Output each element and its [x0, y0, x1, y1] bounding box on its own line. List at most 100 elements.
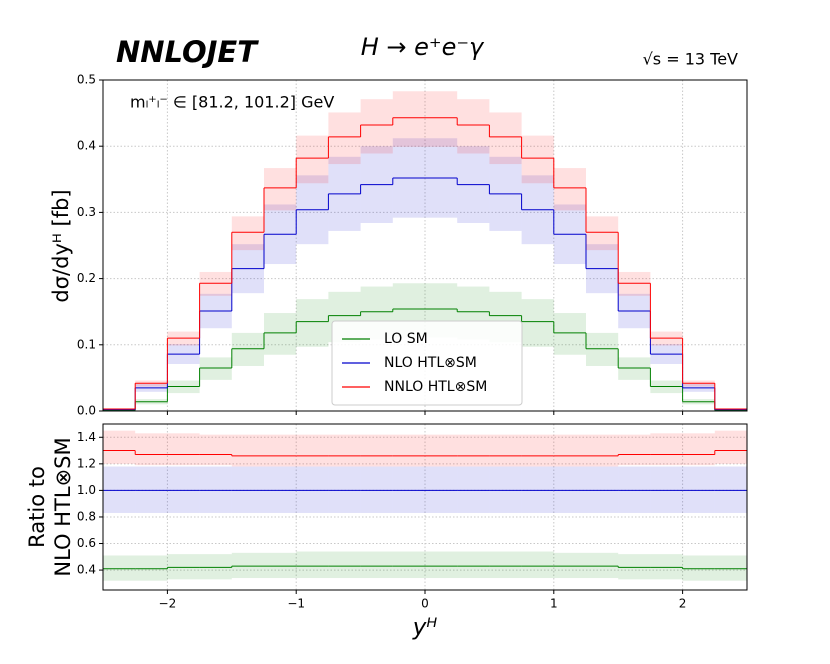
annotation: mₗ⁺ₗ⁻ ∈ [81.2, 101.2] GeV — [130, 93, 334, 112]
uncertainty-band — [714, 466, 747, 513]
y-axis-label: dσ/dyᴴ [fb] — [49, 189, 73, 302]
legend-label: LO SM — [384, 331, 428, 347]
uncertainty-band — [425, 91, 458, 147]
x-tick-label: 1 — [550, 597, 558, 611]
uncertainty-band — [521, 551, 554, 579]
y-tick-label: 0.3 — [77, 205, 96, 219]
uncertainty-band — [425, 551, 458, 579]
uncertainty-band — [521, 434, 554, 467]
x-tick-label: −1 — [287, 597, 305, 611]
uncertainty-band — [135, 466, 168, 513]
y-tick-label: 0.8 — [77, 509, 96, 523]
uncertainty-band — [103, 466, 136, 513]
uncertainty-band — [360, 434, 393, 467]
uncertainty-band — [264, 466, 297, 513]
uncertainty-band — [618, 466, 651, 513]
uncertainty-band — [360, 551, 393, 579]
y-tick-label: 0.6 — [77, 536, 96, 550]
uncertainty-band — [231, 332, 264, 366]
uncertainty-band — [231, 434, 264, 467]
uncertainty-band — [425, 466, 458, 513]
y-tick-label: 1.0 — [77, 483, 96, 497]
uncertainty-band — [489, 551, 522, 579]
uncertainty-band — [553, 466, 586, 513]
uncertainty-band — [586, 332, 619, 366]
uncertainty-band — [586, 466, 619, 513]
chart-subtitle: √s = 13 TeV — [643, 50, 738, 69]
uncertainty-band — [135, 433, 168, 466]
uncertainty-band — [457, 434, 490, 467]
chart-title: H → e⁺e⁻γ — [361, 33, 485, 61]
uncertainty-band — [457, 99, 490, 154]
ratio-y-axis-label: Ratio to — [25, 466, 49, 548]
uncertainty-band — [553, 168, 586, 211]
x-axis-label: yᴴ — [412, 615, 438, 641]
uncertainty-band — [553, 313, 586, 355]
legend-label: NNLO HTL⊗SM — [384, 379, 487, 395]
uncertainty-band — [586, 434, 619, 467]
y-tick-label: 0.5 — [77, 73, 96, 87]
uncertainty-band — [521, 299, 554, 347]
legend-box — [331, 320, 523, 406]
uncertainty-band — [296, 551, 329, 579]
plot-frame — [102, 423, 748, 591]
uncertainty-band — [264, 434, 297, 467]
uncertainty-band — [618, 554, 651, 580]
uncertainty-band — [553, 434, 586, 467]
y-tick-label: 1.4 — [77, 430, 96, 444]
uncertainty-band — [199, 357, 232, 380]
uncertainty-band — [264, 168, 297, 211]
uncertainty-band — [586, 216, 619, 251]
uncertainty-band — [392, 466, 425, 513]
legend-label: NLO HTL⊗SM — [384, 355, 477, 371]
uncertainty-band — [521, 466, 554, 513]
brand: NNLOJET — [116, 35, 259, 69]
x-tick-label: −2 — [159, 597, 177, 611]
uncertainty-band — [457, 551, 490, 579]
uncertainty-band — [425, 434, 458, 467]
uncertainty-band — [199, 554, 232, 580]
uncertainty-band — [328, 466, 361, 513]
uncertainty-band — [296, 466, 329, 513]
uncertainty-band — [360, 466, 393, 513]
uncertainty-band — [553, 552, 586, 579]
uncertainty-band — [103, 430, 136, 464]
uncertainty-band — [586, 552, 619, 579]
uncertainty-band — [231, 552, 264, 579]
uncertainty-band — [650, 554, 683, 580]
uncertainty-band — [231, 216, 264, 251]
uncertainty-band — [296, 299, 329, 347]
uncertainty-band — [489, 112, 522, 165]
uncertainty-band — [103, 555, 136, 581]
uncertainty-band — [135, 555, 168, 581]
uncertainty-band — [457, 466, 490, 513]
uncertainty-band — [360, 99, 393, 154]
uncertainty-band — [682, 466, 715, 513]
y-tick-label: 0.4 — [77, 563, 96, 577]
x-tick-label: 2 — [679, 597, 687, 611]
uncertainty-band — [618, 357, 651, 380]
uncertainty-band — [199, 271, 232, 296]
x-tick-label: 0 — [421, 597, 429, 611]
uncertainty-band — [296, 434, 329, 467]
uncertainty-band — [618, 271, 651, 296]
uncertainty-band — [682, 555, 715, 581]
y-tick-label: 0.1 — [77, 337, 96, 351]
y-tick-label: 0.2 — [77, 271, 96, 285]
uncertainty-band — [682, 433, 715, 466]
uncertainty-band — [167, 433, 200, 466]
ratio-y-axis-label: NLO HTL⊗SM — [51, 437, 75, 576]
uncertainty-band — [328, 112, 361, 165]
plot-frame — [102, 79, 748, 412]
uncertainty-band — [392, 551, 425, 579]
uncertainty-band — [231, 466, 264, 513]
uncertainty-band — [328, 434, 361, 467]
uncertainty-band — [264, 313, 297, 355]
uncertainty-band — [264, 552, 297, 579]
uncertainty-band — [392, 91, 425, 147]
uncertainty-band — [296, 135, 329, 184]
y-tick-label: 0.0 — [77, 404, 96, 418]
y-tick-label: 1.2 — [77, 456, 96, 470]
uncertainty-band — [650, 466, 683, 513]
